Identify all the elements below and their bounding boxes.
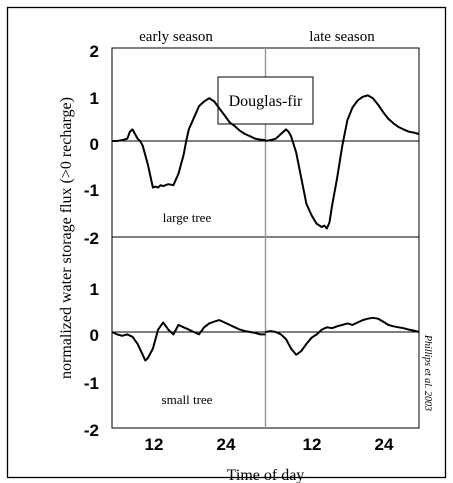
- x-tick-label: 12: [145, 435, 164, 454]
- y-tick-label: -2: [84, 421, 99, 440]
- panel-label-small: small tree: [162, 392, 213, 407]
- x-tick-label: 24: [217, 435, 236, 454]
- column-label-early: early season: [139, 29, 213, 45]
- y-tick-label: 1: [90, 280, 99, 299]
- y-axis-title: normalized water storage flux (>0 rechar…: [58, 97, 75, 379]
- y-tick-label: 0: [90, 326, 99, 345]
- x-tick-label: 24: [375, 435, 394, 454]
- column-label-late: late season: [309, 29, 375, 45]
- y-tick-label: -2: [84, 229, 99, 248]
- y-tick-label: 2: [90, 42, 99, 61]
- x-tick-label: 12: [303, 435, 322, 454]
- panel-label-large: large tree: [163, 210, 212, 225]
- y-tick-label: -1: [84, 181, 99, 200]
- chart-title: Douglas-fir: [229, 93, 303, 110]
- y-tick-label: 0: [90, 135, 99, 154]
- x-axis-title: Time of day: [227, 467, 305, 483]
- y-tick-label: -1: [84, 374, 99, 393]
- credit-text: Phillips et al. 2003: [422, 334, 433, 411]
- y-tick-label: 1: [90, 89, 99, 108]
